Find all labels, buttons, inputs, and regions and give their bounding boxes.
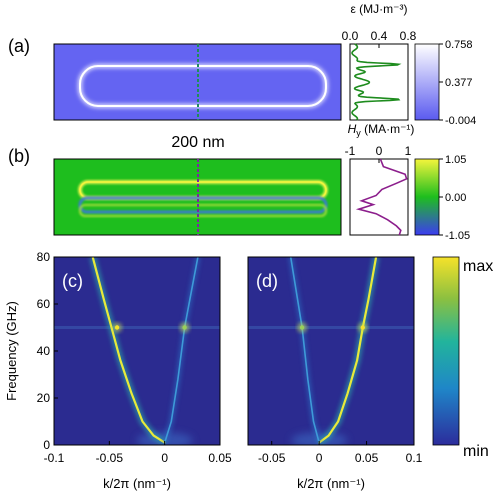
hot-spot — [360, 325, 365, 330]
panel-b-profile-curve — [355, 158, 408, 236]
dispersion-colorbar: max min — [432, 256, 493, 460]
panel-c-xlabel: k/2π (nm⁻¹) — [103, 476, 171, 491]
panel-b-colorbar-ticks: 1.05 0.00 -1.05 — [439, 154, 470, 242]
profile-tick-label: 0.8 — [400, 29, 417, 43]
hot-spot — [182, 325, 187, 330]
x-tick-label: -0.05 — [96, 451, 124, 465]
panel-b-profile-xlabel: Hy (MA·m⁻¹) — [348, 122, 415, 138]
colorbar-max-label: max — [463, 258, 493, 275]
x-tick-label: 0.05 — [355, 451, 379, 465]
panel-a-colorbar-ticks: 0.758 0.377 -0.004 — [439, 39, 476, 127]
y-tick-label: 80 — [37, 250, 51, 264]
panel-d-branches — [248, 257, 414, 445]
panel-a-label: (a) — [8, 36, 30, 56]
branch-main — [91, 257, 166, 444]
scale-bar-label: 200 nm — [171, 134, 224, 151]
branch-main — [318, 257, 378, 444]
y-tick-label: 20 — [37, 391, 51, 405]
hot-spot — [299, 325, 305, 330]
y-tick-label: 0 — [43, 438, 50, 452]
panel-c-title: (c) — [62, 271, 83, 291]
panel-d: (d) -0.05 0 0.05 0.1 k/2π (nm⁻¹) — [247, 256, 423, 491]
panel-a: (a) 0.0 0.4 0.8 ε (MJ·m⁻³) 0.758 0.377 -0.00… — [8, 2, 476, 127]
x-tick-label: -0.1 — [44, 451, 65, 465]
panel-d-xlabel: k/2π (nm⁻¹) — [297, 476, 365, 491]
panel-d-axes: -0.05 0 0.05 0.1 — [258, 441, 423, 465]
panel-a-profile-xlabel: ε (MJ·m⁻³) — [351, 2, 408, 16]
x-tick-label: 0 — [316, 451, 323, 465]
panel-c-axes: -0.1 -0.05 0 0.05 0 20 40 60 80 — [37, 250, 232, 465]
colorbar-tick-label: -1.05 — [445, 230, 470, 242]
x-tick-label: -0.05 — [258, 451, 286, 465]
colorbar-min-label: min — [463, 443, 489, 460]
panel-b-profile — [349, 158, 409, 236]
panel-a-profile-ticks: 0.0 0.4 0.8 — [342, 29, 417, 48]
panel-a-profile-curve — [351, 43, 402, 121]
colorbar-tick-label: 1.05 — [445, 154, 466, 166]
profile-tick-label: -1 — [345, 144, 356, 158]
panel-b-label: (b) — [8, 146, 30, 166]
colorbar-tick-label: 0.758 — [445, 39, 473, 51]
mode-band — [54, 326, 220, 329]
panel-c-branches — [54, 257, 220, 445]
y-tick-label: 60 — [37, 297, 51, 311]
colorbar-tick-label: 0.00 — [445, 192, 466, 204]
x-tick-label: 0.05 — [208, 451, 232, 465]
x-tick-label: 0 — [161, 451, 168, 465]
panel-b-profile-ticks: -1 0 1 — [345, 144, 412, 163]
x-tick-label: 0.1 — [406, 451, 423, 465]
dispersion-colorbar-gradient — [432, 256, 460, 446]
panel-a-profile — [349, 43, 409, 121]
branch-secondary — [163, 257, 199, 444]
profile-tick-label: 0.4 — [371, 29, 388, 43]
panel-a-colorbar — [414, 43, 440, 121]
profile-tick-label: 0.0 — [342, 29, 359, 43]
mode-band — [248, 326, 414, 329]
colorbar-tick-label: -0.004 — [445, 115, 476, 127]
hot-spot — [114, 325, 120, 330]
colorbar-tick-label: 0.377 — [445, 77, 473, 89]
profile-tick-label: 1 — [405, 144, 412, 158]
panel-c: (c) -0.1 -0.05 0 0.05 0 20 40 60 80 Frequency (G… — [4, 250, 232, 491]
panel-c-ylabel: Frequency (GHz) — [4, 301, 19, 401]
panel-b-colorbar — [414, 158, 440, 236]
branch-secondary — [289, 257, 320, 444]
profile-tick-label: 0 — [376, 144, 383, 158]
y-tick-label: 40 — [37, 344, 51, 358]
panel-d-title: (d) — [256, 271, 278, 291]
panel-d-plot-area — [248, 257, 414, 445]
panel-b: (b) -1 0 1 Hy (MA·m⁻¹) 1.05 0.00 -1.05 — [8, 122, 470, 242]
